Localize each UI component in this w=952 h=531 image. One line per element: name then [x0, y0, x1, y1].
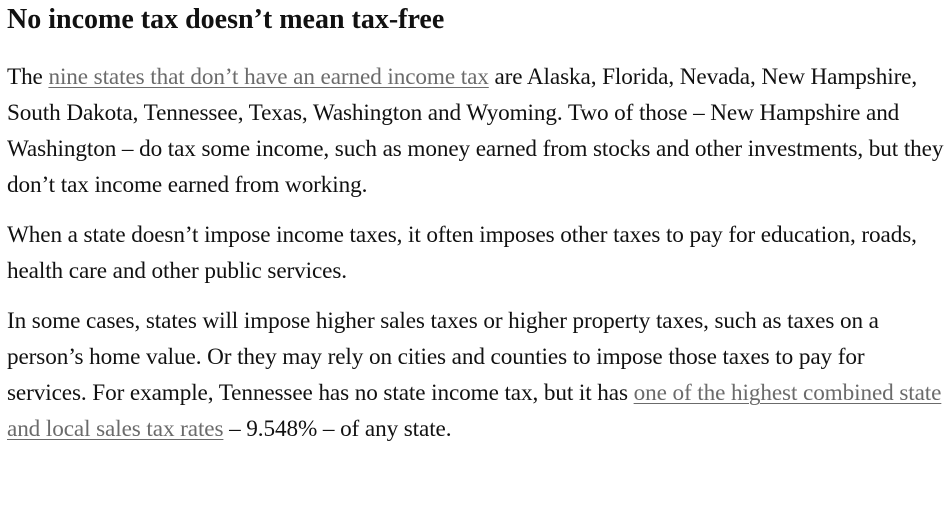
paragraph-text: are Alaska, Florida, Nevada, New Hampshi…: [7, 64, 944, 198]
paragraph-text: The: [7, 64, 49, 90]
paragraph-no-income-tax-states: The nine states that don’t have an earne…: [7, 59, 947, 203]
paragraph-text: – 9.548% – of any state.: [223, 416, 452, 442]
article-body: No income tax doesn’t mean tax-free The …: [7, 0, 947, 447]
paragraph-other-taxes: When a state doesn’t impose income taxes…: [7, 222, 917, 284]
paragraph-text: In some cases, states will impose higher…: [7, 308, 879, 406]
paragraph-sales-property-taxes: In some cases, states will impose higher…: [7, 303, 947, 447]
link-nine-states-no-income-tax[interactable]: nine states that don’t have an earned in…: [48, 64, 489, 90]
section-heading: No income tax doesn’t mean tax-free: [7, 4, 445, 35]
link-highest-sales-tax-rates[interactable]: one of the highest combined state and lo…: [7, 380, 942, 442]
